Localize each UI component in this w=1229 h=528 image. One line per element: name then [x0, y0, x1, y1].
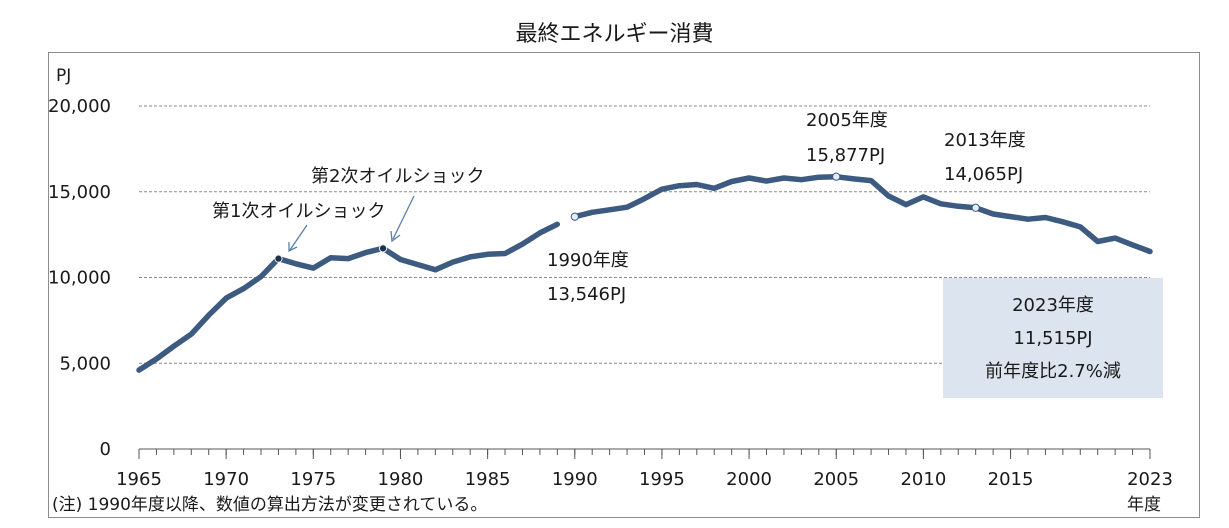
data-marker [570, 212, 579, 221]
series-line [136, 221, 561, 373]
oil-shock-2-arrow [392, 195, 415, 240]
y-tick-label: 20,000 [48, 96, 111, 117]
data-marker [971, 203, 980, 212]
data-marker [274, 254, 283, 263]
x-tick-label: 2015 [988, 469, 1034, 490]
series-line [572, 173, 1153, 255]
y-tick-label: 5,000 [59, 353, 111, 374]
series-lines [136, 173, 1153, 373]
summary-value: 11,515PJ [1013, 328, 1093, 349]
data-marker [378, 244, 388, 253]
chart-frame [48, 52, 1200, 518]
y-tick-label: 15,000 [48, 182, 111, 203]
y-axis-unit: PJ [56, 66, 72, 86]
x-tick-label: 1995 [639, 469, 685, 490]
x-tick-label: 1970 [203, 469, 249, 490]
x-axis [138, 448, 1151, 455]
summary-change: 前年度比2.7%減 [985, 361, 1121, 382]
label-2013-value: 14,065PJ [944, 164, 1023, 185]
oil-shock-2-arrowhead [390, 230, 401, 243]
oil-shock-2-label: 第2次オイルショック [311, 166, 484, 187]
x-tick-label: 1975 [290, 469, 336, 490]
x-axis-ticks: 1965 1970 1975 1980 1985 1990 1995 2000 2005 2010… [116, 449, 1173, 490]
x-tick-label: 1980 [378, 469, 424, 490]
annotations: 第1次オイルショック 第2次オイルショック 1990年度 13,546PJ 20… [212, 110, 1026, 305]
x-tick-label: 2010 [900, 469, 946, 490]
x-tick-label: 2000 [726, 469, 772, 490]
x-tick-label: 1965 [116, 469, 162, 490]
y-axis-ticks: 0 5,000 10,000 15,000 20,000 [48, 96, 111, 460]
x-axis-unit: 年度 [1127, 495, 1161, 515]
markers [274, 172, 980, 263]
x-tick-label: 2023 [1127, 469, 1173, 490]
label-1990-value: 13,546PJ [547, 284, 626, 305]
x-tick-label: 2005 [813, 469, 859, 490]
y-tick-label: 10,000 [48, 268, 111, 289]
x-tick-label: 1985 [465, 469, 511, 490]
y-tick-label: 0 [100, 439, 111, 460]
oil-shock-1-arrow [289, 224, 308, 251]
footnote: (注) 1990年度以降、数値の算出方法が変更されている。 [52, 495, 488, 515]
summary-year: 2023年度 [1012, 295, 1094, 316]
label-1990-year: 1990年度 [547, 250, 629, 271]
data-marker [832, 172, 841, 181]
oil-shock-1-arrowhead [288, 242, 298, 253]
label-2013-year: 2013年度 [944, 130, 1026, 151]
label-2005-year: 2005年度 [806, 110, 888, 131]
oil-shock-1-label: 第1次オイルショック [212, 201, 385, 222]
chart-title: 最終エネルギー消費 [515, 22, 714, 47]
label-2005-value: 15,877PJ [806, 145, 885, 166]
x-tick-label: 1990 [552, 469, 598, 490]
summary-box-2023: 2023年度 11,515PJ 前年度比2.7%減 [943, 278, 1163, 398]
